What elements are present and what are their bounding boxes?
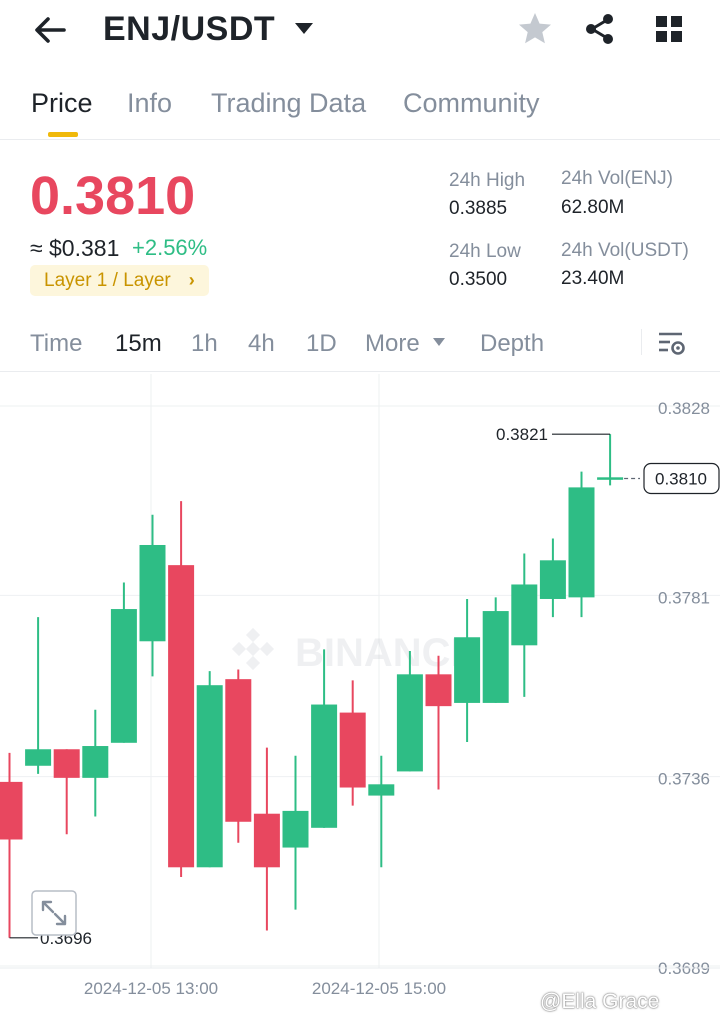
candle-body [168, 565, 195, 868]
watermark-text: BINANCE [295, 631, 477, 675]
candle [53, 749, 80, 835]
interval-depth[interactable]: Depth [480, 330, 545, 357]
top-bar: ENJ/USDT [0, 0, 720, 62]
candle-body [482, 611, 509, 703]
caret-down-icon [433, 338, 446, 346]
candle-body [282, 810, 309, 848]
candle-body [82, 746, 109, 778]
candle [396, 650, 423, 772]
candle [568, 471, 595, 618]
candle-body [196, 685, 223, 868]
y-tick-label: 0.3781 [658, 588, 710, 607]
tab-trading-data[interactable]: Trading Data [211, 88, 367, 118]
last-price-badge-label: 0.3810 [655, 470, 707, 489]
share-icon[interactable] [580, 10, 618, 48]
star-icon[interactable] [516, 10, 554, 48]
candle [539, 538, 566, 618]
candle [82, 709, 109, 817]
candle [511, 553, 538, 697]
last-price-badge [643, 462, 720, 495]
candle [368, 755, 395, 868]
candle [225, 669, 252, 843]
candle [482, 597, 509, 703]
chart-settings-icon[interactable] [656, 328, 688, 360]
candle-body [110, 609, 137, 743]
candle [25, 617, 52, 774]
candle-body [568, 487, 595, 598]
candle [339, 680, 366, 806]
category-tag[interactable]: Layer 1 / Layer › [30, 265, 209, 296]
vol-base-label: 24h Vol(ENJ) [561, 168, 673, 189]
candle [597, 434, 624, 486]
binance-logo-icon [231, 627, 275, 671]
tab-community[interactable]: Community [403, 88, 540, 118]
price-change-percent: +2.56% [132, 235, 208, 260]
high-value: 0.3885 [449, 198, 508, 219]
candle [139, 514, 166, 677]
interval-15m[interactable]: 15m [115, 330, 162, 357]
candle [253, 747, 280, 931]
candle [196, 671, 223, 868]
tab-price[interactable]: Price [31, 88, 93, 118]
attribution-watermark: @Ella Grace [540, 990, 660, 1013]
candle [110, 582, 137, 743]
candle-body [139, 544, 166, 642]
candle-body [511, 584, 538, 646]
pair-title[interactable]: ENJ/USDT [103, 10, 276, 48]
y-tick-label: 0.3736 [658, 770, 710, 789]
candle-body [253, 813, 280, 868]
x-tick-label: 2024-12-05 13:00 [84, 979, 218, 998]
candle-body [339, 712, 366, 788]
divider [641, 329, 642, 355]
candle-body [396, 674, 423, 772]
interval-bar: Time 15m 1h 4h 1D More Depth [0, 320, 720, 372]
x-tick-label: 2024-12-05 15:00 [312, 979, 446, 998]
grid-icon[interactable] [650, 10, 688, 48]
candle [168, 501, 195, 877]
last-price: 0.3810 [30, 166, 196, 226]
back-arrow-icon[interactable] [30, 12, 70, 48]
vol-base-value: 62.80M [561, 197, 625, 218]
high-label: 24h High [449, 170, 526, 191]
vol-quote-value: 23.40M [561, 268, 625, 289]
candlestick-chart[interactable]: 0.3828 0.3781 0.3736 0.3689 2024-12-05 13:00… [0, 374, 720, 1000]
interval-4h[interactable]: 4h [248, 330, 275, 357]
candle [454, 598, 481, 742]
interval-more[interactable]: More [365, 330, 446, 358]
candle-body [53, 749, 80, 778]
candle-body [454, 637, 481, 703]
candle [0, 752, 23, 938]
price-usd-approx: ≈ $0.381 [30, 235, 120, 261]
interval-more-label: More [365, 330, 420, 357]
candle-body [425, 674, 452, 707]
max-price-label: 0.3821 [496, 425, 548, 444]
candle-body [597, 477, 624, 480]
expand-chart-icon[interactable] [31, 890, 77, 936]
candle-body [25, 749, 52, 766]
interval-1h[interactable]: 1h [191, 330, 218, 357]
candle [282, 755, 309, 910]
candle-body [225, 679, 252, 822]
candle [425, 655, 452, 790]
low-label: 24h Low [449, 241, 521, 262]
chevron-right-icon: › [188, 270, 195, 290]
active-tab-indicator [48, 132, 78, 137]
category-tag-label: Layer 1 / Layer [44, 269, 171, 291]
candle-body [311, 704, 338, 828]
interval-time[interactable]: Time [30, 330, 83, 357]
interval-1d[interactable]: 1D [306, 330, 337, 357]
tab-info[interactable]: Info [127, 88, 173, 118]
caret-down-icon[interactable] [293, 20, 315, 36]
candle-body [539, 560, 566, 599]
tab-bar: Price Info Trading Data Community [0, 84, 720, 140]
candle [311, 649, 338, 828]
vol-quote-label: 24h Vol(USDT) [561, 240, 689, 261]
low-value: 0.3500 [449, 269, 508, 290]
y-tick-label: 0.3828 [658, 399, 710, 418]
candle-body [368, 784, 395, 796]
candle-body [0, 781, 23, 840]
